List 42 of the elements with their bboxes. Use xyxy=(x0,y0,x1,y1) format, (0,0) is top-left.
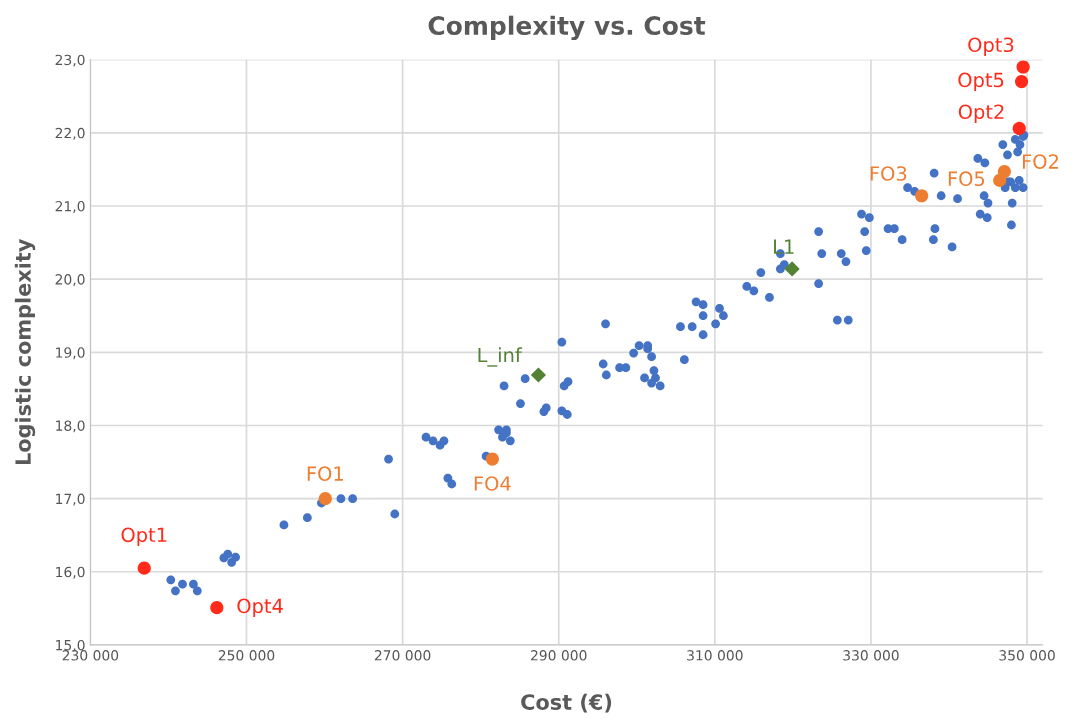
x-axis-title: Cost (€) xyxy=(521,693,612,713)
series-label: L_inf xyxy=(478,347,523,367)
point xyxy=(210,601,224,615)
point xyxy=(1012,121,1026,136)
x-tick-label: 330 000 xyxy=(843,650,899,661)
series-label: FO4 xyxy=(474,476,511,491)
y-tick-label: 20,0 xyxy=(55,274,85,287)
point xyxy=(137,561,151,575)
x-tick-label: 350 000 xyxy=(999,650,1055,661)
series-label: FO2 xyxy=(1022,154,1058,169)
x-tick-label: 270 000 xyxy=(374,650,431,661)
point xyxy=(915,189,929,203)
chart-title: Complexity vs. Cost xyxy=(428,15,706,41)
x-tick-label: 290 000 xyxy=(531,650,587,661)
y-tick-label: 21,0 xyxy=(55,200,85,213)
point xyxy=(1014,75,1029,89)
y-tick-label: 18,0 xyxy=(56,420,85,433)
point xyxy=(485,452,499,466)
series-label: FO5 xyxy=(948,171,985,187)
series-label: Opt3 xyxy=(968,37,1014,56)
series-label: Opt5 xyxy=(958,72,1004,92)
point xyxy=(318,492,332,506)
x-tick-label: 310 000 xyxy=(687,650,743,661)
point xyxy=(530,367,547,383)
y-tick-label: 15,0 xyxy=(56,639,85,652)
series-label: FO3 xyxy=(870,166,907,181)
point xyxy=(997,165,1011,179)
y-tick-label: 16,0 xyxy=(56,566,85,579)
point xyxy=(1016,60,1030,74)
y-tick-label: 17,0 xyxy=(56,493,85,506)
series-label: Opt1 xyxy=(121,527,167,546)
series-label: FO1 xyxy=(307,466,343,481)
y-axis-title: Logistic complexity xyxy=(14,238,36,465)
y-tick-label: 22,0 xyxy=(55,127,85,140)
x-tick-label: 250 000 xyxy=(218,650,275,661)
point xyxy=(784,261,800,277)
y-tick-label: 23,0 xyxy=(55,54,85,67)
series-label: Opt4 xyxy=(237,598,283,618)
y-tick-label: 19,0 xyxy=(56,347,85,360)
series-label: Opt2 xyxy=(958,104,1004,123)
series-label: L1 xyxy=(774,239,794,254)
x-tick-label: 230 000 xyxy=(62,650,119,661)
